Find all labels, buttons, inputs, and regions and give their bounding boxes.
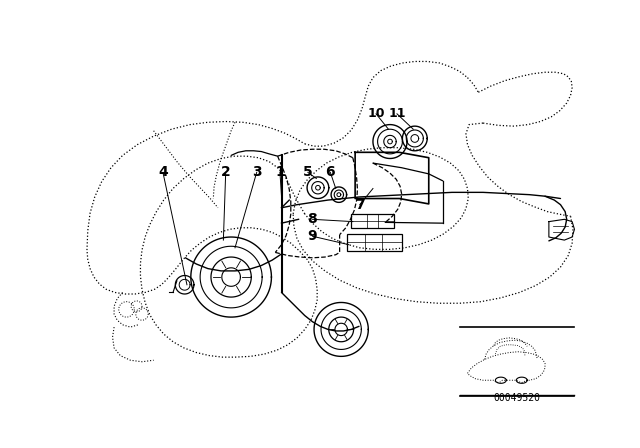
Text: 7: 7 — [355, 198, 365, 212]
Text: 8: 8 — [308, 212, 317, 226]
Text: 9: 9 — [308, 229, 317, 243]
Text: 6: 6 — [326, 165, 335, 179]
Bar — [348, 234, 402, 251]
Text: 3: 3 — [252, 165, 262, 179]
Text: 11: 11 — [388, 108, 406, 121]
Text: 4: 4 — [158, 165, 168, 179]
Text: 2: 2 — [221, 165, 230, 179]
Text: 00049520: 00049520 — [493, 393, 541, 403]
Text: 5: 5 — [303, 165, 313, 179]
Text: 1: 1 — [275, 165, 285, 179]
Bar — [351, 214, 394, 228]
Text: 10: 10 — [367, 108, 385, 121]
